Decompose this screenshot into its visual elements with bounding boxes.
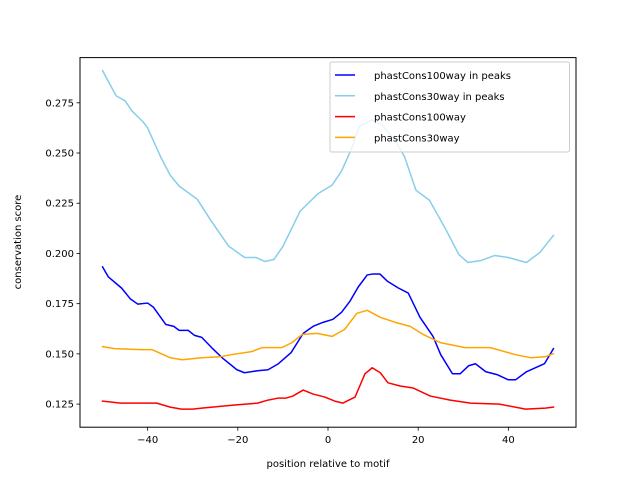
- y-tick-label: 0.175: [45, 299, 74, 310]
- series-line-1: [101, 69, 555, 264]
- x-tick-label: −20: [227, 435, 248, 446]
- legend-box: [329, 61, 570, 153]
- series-line-2: [101, 366, 555, 410]
- x-axis-ticks: −40 −20 0 20 40: [137, 427, 515, 446]
- series-layer: [101, 69, 555, 410]
- y-axis-ticks: 0.125 0.150 0.175 0.200 0.225 0.250 0.275: [45, 98, 80, 411]
- x-tick-label: 20: [412, 435, 425, 446]
- y-tick-label: 0.250: [45, 149, 74, 160]
- y-tick-label: 0.125: [45, 400, 74, 411]
- y-tick-label: 0.275: [45, 98, 74, 109]
- y-tick-label: 0.225: [45, 199, 74, 210]
- y-axis-label: conservation score: [13, 195, 24, 290]
- series-line-0: [101, 265, 555, 381]
- x-tick-label: 40: [502, 435, 515, 446]
- legend-label: phastCons30way in peaks: [374, 92, 505, 103]
- legend: phastCons100way in peaks phastCons30way i…: [329, 61, 570, 153]
- x-axis-label: position relative to motif: [267, 459, 390, 470]
- x-tick-label: 0: [325, 435, 331, 446]
- y-tick-label: 0.150: [45, 349, 74, 360]
- x-tick-label: −40: [137, 435, 158, 446]
- y-tick-label: 0.200: [45, 249, 74, 260]
- series-line-3: [101, 309, 555, 361]
- legend-label: phastCons30way: [374, 133, 460, 144]
- legend-label: phastCons100way: [374, 113, 466, 124]
- legend-label: phastCons100way in peaks: [374, 71, 511, 82]
